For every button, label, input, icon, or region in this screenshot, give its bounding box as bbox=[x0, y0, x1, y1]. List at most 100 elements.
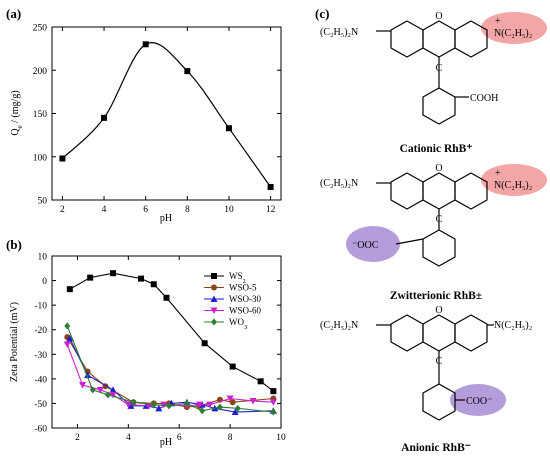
legend-label: WS2 bbox=[229, 271, 246, 285]
series-point bbox=[109, 391, 117, 399]
caption-zwitterionic: Zwitterionic RhB± bbox=[390, 290, 482, 302]
carboxyl-group: COOH bbox=[470, 93, 498, 104]
series-point bbox=[150, 401, 157, 409]
legend-label-main: WO bbox=[229, 317, 244, 327]
legend-label: WSO-60 bbox=[229, 306, 261, 316]
series-point bbox=[226, 395, 234, 403]
phenyl-ring-2 bbox=[422, 229, 456, 267]
y-tick-label: 10 bbox=[38, 253, 48, 263]
series-point bbox=[216, 403, 223, 411]
right-diethylamino-3: N(C₂H₅)₂ bbox=[494, 320, 532, 331]
series-point bbox=[130, 398, 137, 406]
ring-oxygen: O bbox=[435, 11, 442, 22]
structure-anionic: O C (C₂H₅)₂N N(C₂H₅)₂ COO⁻ Anionic RhB⁻ bbox=[320, 305, 532, 454]
series-wso-5 bbox=[64, 334, 277, 411]
xanthene-core-3 bbox=[390, 314, 488, 352]
y-tick-label: -30 bbox=[34, 351, 47, 361]
x-tick-label: 10 bbox=[276, 433, 286, 443]
panel-label-a: (a) bbox=[6, 6, 21, 21]
series-point bbox=[110, 270, 117, 277]
series-point bbox=[124, 401, 132, 409]
xanthene-core-2 bbox=[390, 172, 488, 210]
series-point bbox=[249, 397, 257, 405]
x-tick-label: 6 bbox=[143, 205, 148, 215]
series-point bbox=[63, 341, 71, 348]
chart-b: 2 4 6 8 10 10 0 -10 -20 -30 -40 -50 -60 pH Zeta Pote… bbox=[9, 253, 286, 449]
series-point bbox=[109, 386, 117, 393]
chart-a-point bbox=[59, 155, 66, 162]
x-tick-label: 8 bbox=[228, 433, 233, 443]
left-diethylamino: (C₂H₅)₂N bbox=[320, 27, 358, 38]
series-point bbox=[104, 391, 111, 399]
caption-cationic: Cationic RhB⁺ bbox=[400, 143, 473, 155]
ring-oxygen-3: O bbox=[435, 305, 442, 316]
y-tick-label: 0 bbox=[42, 277, 47, 287]
chart-b-tick-labels: 2 4 6 8 10 10 0 -10 -20 -30 -40 -50 -60 bbox=[34, 253, 286, 444]
y-tick-label: 50 bbox=[38, 197, 48, 207]
panel-label-b: (b) bbox=[6, 237, 22, 252]
legend-entry: WO3 bbox=[204, 317, 247, 331]
carboxylate-group-2: ⁻OOC bbox=[352, 240, 379, 251]
series-point bbox=[64, 322, 71, 330]
series-line bbox=[69, 272, 274, 392]
legend-marker bbox=[210, 295, 218, 302]
chart-b-series bbox=[63, 270, 277, 416]
chart-a-point bbox=[101, 114, 108, 121]
x-tick-label: 4 bbox=[102, 205, 107, 215]
series-wo3 bbox=[64, 322, 277, 416]
series-wso-60 bbox=[63, 341, 277, 410]
x-tick-label: 12 bbox=[266, 205, 276, 215]
cation-highlight-2 bbox=[481, 164, 547, 196]
legend-label-main: WSO-30 bbox=[229, 294, 261, 304]
legend-label-main: WSO-60 bbox=[229, 306, 261, 316]
series-point bbox=[201, 340, 208, 347]
x-tick-label: 2 bbox=[75, 433, 80, 443]
series-point bbox=[269, 399, 277, 406]
chart-b-ticks bbox=[52, 255, 282, 429]
y-tick-label: 150 bbox=[33, 110, 48, 120]
chart-a-point bbox=[225, 125, 232, 132]
series-point bbox=[199, 407, 206, 415]
cation-highlight bbox=[481, 12, 547, 44]
series-point bbox=[196, 401, 204, 409]
chart-a-point bbox=[142, 41, 149, 48]
legend-marker bbox=[210, 307, 218, 314]
chart-a-y-label-main: Q bbox=[10, 128, 21, 136]
right-diethylammonium: N(C₂H₅)₂ bbox=[494, 28, 532, 39]
chart-a-x-label: pH bbox=[160, 213, 172, 224]
panel-label-c: (c) bbox=[315, 6, 329, 21]
ring-oxygen-2: O bbox=[435, 163, 442, 174]
series-point bbox=[163, 294, 170, 301]
series-point bbox=[166, 402, 173, 410]
series-point bbox=[96, 386, 104, 394]
legend-marker bbox=[211, 273, 217, 279]
chart-b-plot-frame bbox=[51, 255, 282, 429]
series-point bbox=[84, 371, 92, 379]
legend-label-sub: 2 bbox=[243, 278, 246, 285]
chart-a-point bbox=[267, 184, 274, 191]
phenyl-ring bbox=[422, 87, 456, 125]
series-point bbox=[66, 286, 73, 293]
plus-charge: + bbox=[495, 16, 501, 27]
y-tick-label: -50 bbox=[34, 400, 47, 410]
chart-a: 2 4 6 8 10 12 50 100 150 200 250 pH Qe / (mg/g) bbox=[10, 24, 282, 224]
y-tick-label: -20 bbox=[34, 326, 47, 336]
legend-entry: WSO-5 bbox=[204, 283, 257, 293]
chart-a-ticks bbox=[52, 26, 281, 201]
series-point bbox=[183, 399, 190, 407]
legend-entry: WSO-30 bbox=[204, 294, 261, 304]
anion-highlight-3 bbox=[450, 384, 506, 416]
structure-zwitterionic: O C (C₂H₅)₂N N(C₂H₅)₂ + ⁻OOC Zwitterioni… bbox=[320, 163, 547, 302]
x-tick-label: 4 bbox=[126, 433, 131, 443]
left-diethylamino-3: (C₂H₅)₂N bbox=[320, 320, 358, 331]
series-point bbox=[127, 402, 135, 409]
legend-entry: WS2 bbox=[204, 271, 246, 285]
series-point bbox=[229, 363, 236, 370]
x-tick-label: 10 bbox=[224, 205, 234, 215]
chart-a-plot-frame bbox=[51, 26, 282, 201]
chart-a-fit-curve bbox=[61, 42, 272, 188]
legend-label: WO3 bbox=[229, 317, 247, 331]
series-point bbox=[234, 404, 241, 412]
